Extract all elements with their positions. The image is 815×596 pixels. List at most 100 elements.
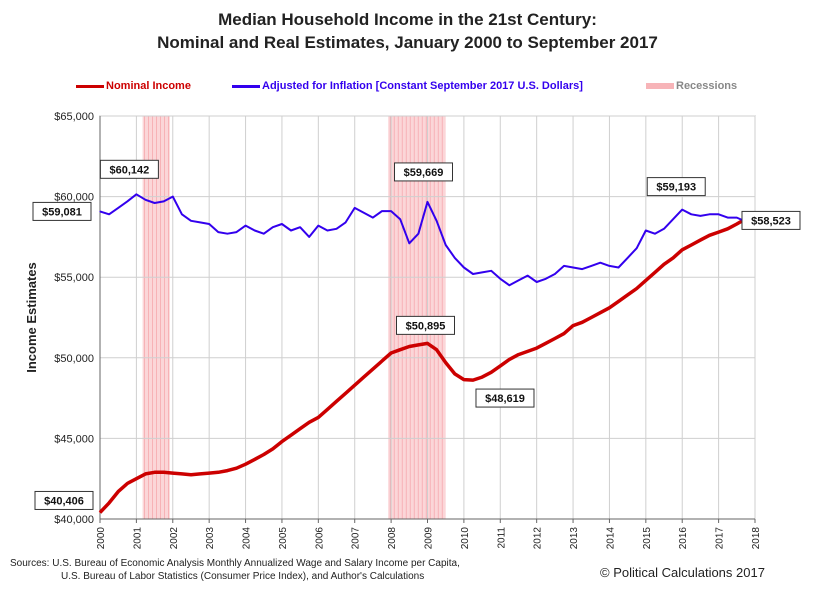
annotation-box [741, 210, 801, 230]
data-point-real [163, 200, 165, 203]
x-tick-label: 2004 [242, 527, 253, 550]
data-point-nominal [381, 360, 383, 362]
data-point-real [199, 221, 201, 223]
data-point-nominal [608, 307, 611, 309]
data-point-nominal [390, 352, 392, 354]
data-point-nominal [445, 362, 447, 364]
annotation-box [475, 388, 535, 408]
data-point-nominal [654, 271, 656, 273]
data-point-nominal [326, 408, 329, 410]
data-point-nominal [599, 312, 601, 314]
legend-recessions: Recessions [646, 80, 737, 92]
data-point-nominal [463, 378, 465, 381]
x-tick-label: 2016 [678, 527, 689, 550]
data-point-nominal [363, 376, 365, 378]
x-tick-label: 2012 [533, 527, 544, 550]
data-point-real [554, 273, 556, 275]
y-tick-label: $60,000 [54, 192, 94, 204]
legend-real-swatch [232, 84, 260, 88]
data-point-nominal [454, 373, 456, 375]
data-point-real [681, 209, 683, 211]
data-point-real [517, 279, 520, 282]
data-point-nominal [727, 228, 729, 230]
data-point-real [526, 274, 529, 277]
data-point-real [636, 247, 638, 249]
data-point-real [299, 226, 301, 228]
y-axis-label: Income Estimates [24, 262, 39, 373]
data-point-nominal [736, 223, 738, 225]
data-point-nominal [144, 473, 147, 475]
data-point-nominal [627, 294, 629, 296]
x-tick-label: 2013 [569, 527, 580, 550]
data-point-real [354, 207, 356, 209]
legend-real: Adjusted for Inflation [Constant Septemb… [232, 80, 583, 92]
y-tick-label: $40,000 [54, 514, 94, 526]
data-point-nominal [181, 473, 183, 475]
x-tick-label: 2003 [205, 527, 216, 550]
data-point-real [426, 201, 429, 203]
data-point-nominal [190, 474, 192, 476]
data-point-nominal [563, 333, 565, 335]
annotation-box [646, 177, 706, 197]
annotation-label: $60,142 [110, 164, 150, 176]
data-point-nominal [645, 279, 647, 282]
data-point-real [281, 223, 283, 225]
data-point-real [326, 229, 329, 232]
data-point-nominal [199, 473, 201, 475]
annotation-label: $59,081 [42, 206, 82, 218]
data-point-real [572, 266, 574, 269]
data-point-real [627, 257, 629, 259]
series-line-nominal [98, 218, 744, 514]
data-point-real [135, 193, 137, 195]
annotation-label: $59,193 [656, 182, 696, 194]
annotation-label: $59,669 [404, 167, 444, 179]
data-point-nominal [481, 376, 483, 378]
annotation-box [394, 162, 453, 182]
data-point-real [144, 199, 147, 201]
data-point-nominal [681, 249, 683, 251]
data-point-nominal [581, 321, 583, 323]
data-point-real [563, 265, 565, 267]
legend-nominal: Nominal Income [76, 80, 191, 92]
data-point-nominal [508, 358, 510, 361]
data-point-real [654, 233, 656, 235]
sources-line-2: U.S. Bureau of Labor Statistics (Consume… [61, 571, 425, 582]
data-point-nominal [308, 421, 310, 423]
data-point-nominal [163, 471, 165, 473]
data-point-real [663, 228, 665, 230]
data-point-nominal [226, 470, 228, 472]
data-point-nominal [117, 490, 119, 493]
data-point-real [381, 210, 383, 212]
data-point-nominal [335, 400, 338, 402]
data-point-nominal [281, 441, 283, 443]
data-point-nominal [244, 463, 247, 465]
legend-real-label: Adjusted for Inflation [Constant Septemb… [262, 80, 583, 92]
x-tick-label: 2010 [460, 527, 471, 550]
data-point-real [153, 202, 156, 204]
data-point-nominal [135, 478, 137, 480]
data-point-nominal [490, 371, 492, 373]
data-point-nominal [217, 471, 219, 473]
data-point-nominal [372, 368, 374, 370]
data-point-real [472, 273, 474, 275]
data-point-real [244, 225, 247, 227]
x-tick-label: 2015 [642, 527, 653, 550]
x-tick-label: 2007 [351, 527, 362, 550]
sources-line-1: Sources: U.S. Bureau of Economic Analysi… [10, 558, 460, 569]
data-point-nominal [354, 384, 356, 386]
x-tick-label: 2005 [278, 527, 289, 550]
data-point-nominal [172, 472, 174, 474]
data-point-real [690, 213, 692, 215]
data-point-real [272, 226, 274, 228]
data-point-real [345, 221, 347, 223]
data-point-nominal [426, 342, 429, 344]
x-tick-label: 2014 [605, 527, 616, 550]
data-point-real [126, 200, 128, 203]
data-point-real [617, 266, 620, 269]
data-point-real [736, 216, 738, 219]
x-tick-label: 2018 [751, 527, 762, 550]
data-point-nominal [545, 342, 547, 344]
annotation-box [99, 159, 159, 179]
data-point-real [172, 196, 174, 198]
x-tick-label: 2001 [132, 527, 143, 550]
